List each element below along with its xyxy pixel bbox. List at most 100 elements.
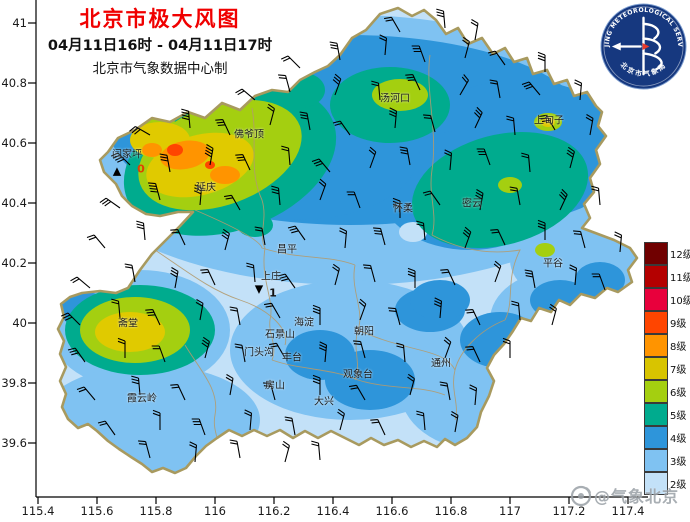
wind-barb-icon — [474, 106, 483, 129]
wind-barb-icon — [511, 300, 521, 321]
wind-barb-icon — [363, 264, 376, 283]
wind-barb-icon — [312, 304, 321, 325]
wind-barb-icon — [487, 50, 506, 66]
legend-item: 5级 — [644, 402, 690, 426]
wind-barb-icon — [436, 8, 446, 29]
legend-color-swatch — [644, 333, 668, 357]
wind-barb-icon — [465, 309, 481, 326]
legend-item: 12级 — [644, 241, 690, 265]
legend-color-swatch — [644, 287, 668, 311]
wind-barb-icon — [287, 225, 306, 241]
legend-color-swatch — [644, 471, 668, 495]
wind-barb-icon — [399, 146, 411, 166]
wind-barb-icon — [70, 276, 91, 289]
legend-label: 5级 — [670, 411, 687, 422]
wind-barb-icon — [379, 34, 388, 56]
wind-barb-icon — [191, 418, 206, 436]
wind-barb-icon — [490, 229, 506, 246]
wind-barb-icon — [537, 219, 546, 240]
wind-barb-icon — [358, 298, 367, 321]
wind-barb-icon — [235, 154, 251, 171]
wind-barb-icon — [524, 269, 536, 289]
wind-barb-icon — [170, 384, 186, 401]
wind-barb-icon — [475, 189, 484, 211]
beijing-meteorological-service-logo: BEIJING METEOROLOGICAL SERVICE 北京市气象局 — [596, 0, 688, 91]
watermark-text: @气象北京 — [594, 487, 680, 506]
wind-barb-icon — [312, 374, 321, 395]
wind-barb-icon — [392, 197, 401, 218]
legend-label: 2级 — [670, 480, 687, 491]
wind-barb-icon — [470, 19, 479, 41]
wind-barb-icon — [388, 307, 401, 326]
wind-barb-icon — [145, 309, 161, 326]
wind-barb-icon — [318, 178, 327, 201]
wind-barb-icon — [221, 228, 230, 251]
wind-barb-icon — [224, 194, 241, 211]
wind-barb-icon — [539, 114, 556, 131]
wind-barb-icon — [433, 297, 443, 319]
wind-barb-icon — [204, 144, 214, 166]
wind-barb-icon — [566, 146, 575, 169]
wind-barb-icon — [614, 231, 623, 253]
wind-barb-icon — [353, 340, 366, 359]
wind-barb-icon — [246, 262, 256, 283]
wind-barb-icon — [407, 373, 415, 396]
wind-barb-icon — [281, 145, 291, 166]
legend-color-swatch — [644, 379, 668, 403]
wind-barb-icon — [569, 264, 578, 286]
legend-item: 10级 — [644, 287, 690, 311]
legend-label: 3级 — [670, 457, 687, 468]
wind-barb-icon — [159, 153, 171, 173]
wind-barb-icon — [299, 111, 311, 131]
wind-barb-icon — [493, 260, 502, 283]
legend-item: 7级 — [644, 356, 690, 380]
data-source: 北京市气象数据中心制 — [92, 61, 228, 77]
wind-barb-icon — [370, 419, 386, 436]
legend-color-swatch — [644, 264, 668, 288]
wind-barb-icon — [439, 381, 451, 401]
wind-barb-icon — [339, 227, 348, 249]
legend-item: 8级 — [644, 333, 690, 357]
wind-barb-icon — [282, 440, 290, 463]
wind-barb-icon — [422, 190, 441, 206]
wind-barb-icon — [152, 409, 161, 430]
wind-barb-icon — [201, 336, 210, 359]
wind-barb-icon — [271, 185, 281, 206]
wind-barb-icon — [416, 220, 426, 241]
wind-barb-icon — [151, 345, 166, 363]
page-title: 北京市极大风图 — [79, 7, 241, 31]
wind-barb-icon — [509, 186, 521, 206]
wind-barb-icon — [388, 107, 398, 129]
wind-barb-icon — [86, 234, 106, 249]
wind-barb-icon — [277, 273, 296, 289]
time-range: 04月11日16时 - 04月11日17时 — [47, 38, 273, 54]
wind-barb-icon — [67, 347, 86, 363]
wind-barb-icon — [349, 384, 366, 401]
wind-barb-icon — [148, 182, 161, 201]
legend-label: 6级 — [670, 388, 687, 399]
wind-barb-icon — [444, 149, 453, 171]
wind-barb-icon — [489, 79, 501, 99]
wind-barb-icon — [254, 226, 266, 246]
map-header: 北京市极大风图 04月11日16时 - 04月11日17时 北京市气象数据中心制 — [40, 6, 280, 77]
legend-color-swatch — [644, 425, 668, 449]
wind-barb-icon — [591, 185, 601, 206]
wind-barb-icon — [170, 229, 186, 246]
weibo-camera-icon — [570, 485, 592, 507]
wind-level-fill-layer — [58, 8, 637, 473]
wind-barb-icon — [416, 410, 426, 431]
beijing-boundary — [56, 6, 639, 475]
wind-barb-icon — [263, 382, 276, 401]
wind-barb-icon — [280, 55, 301, 69]
wind-barb-icon — [267, 103, 275, 126]
wind-barb-icon — [200, 269, 216, 286]
wind-barb-icon — [411, 45, 426, 63]
wind-barb-icon — [443, 336, 452, 359]
wind-barb-icon — [396, 342, 406, 363]
legend-item: 6级 — [644, 379, 690, 403]
wind-barb-icon — [124, 263, 136, 283]
wind-barb-icon — [559, 188, 568, 211]
wind-barb-icon — [181, 108, 191, 129]
wind-barb-icon — [462, 36, 470, 59]
wind-barb-icon — [368, 146, 377, 169]
